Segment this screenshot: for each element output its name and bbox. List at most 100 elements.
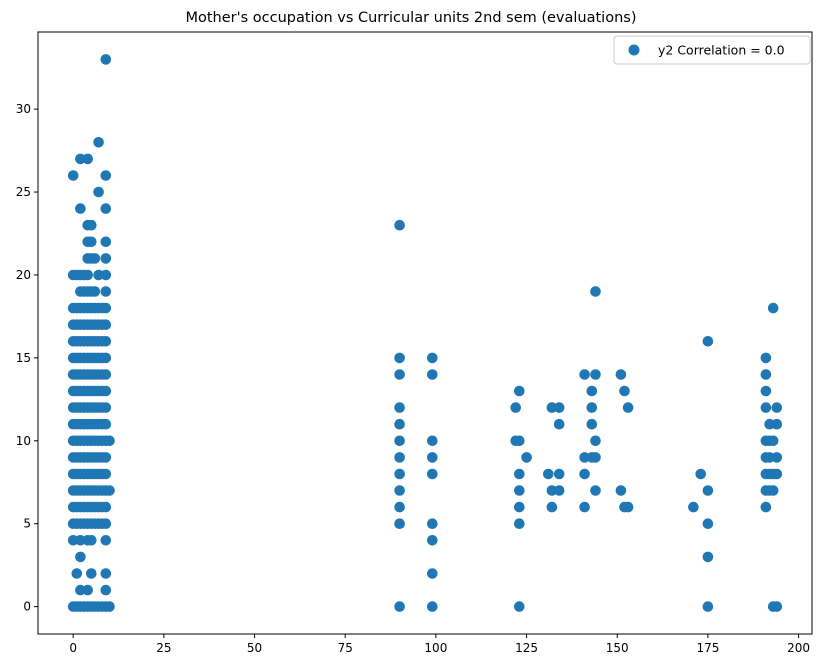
data-point <box>590 286 601 297</box>
data-point <box>579 501 590 513</box>
data-point <box>767 485 779 496</box>
scatter-points <box>67 54 783 612</box>
data-point <box>82 269 93 281</box>
data-point <box>695 468 706 480</box>
data-point <box>622 501 634 513</box>
data-point <box>771 452 783 463</box>
data-point <box>514 385 525 397</box>
y-tick-label: 10 <box>16 434 31 448</box>
data-point <box>394 402 405 413</box>
data-point <box>100 236 112 248</box>
data-point <box>553 402 565 413</box>
data-point <box>394 601 405 612</box>
data-point <box>75 551 86 563</box>
data-point <box>760 369 772 380</box>
data-point <box>100 54 112 65</box>
data-point <box>100 418 112 430</box>
data-point <box>75 153 86 165</box>
legend-label: y2 Correlation = 0.0 <box>658 43 785 58</box>
data-point <box>75 584 86 596</box>
data-point <box>427 568 438 579</box>
data-point <box>427 452 438 463</box>
data-point <box>86 236 97 248</box>
axes: 0 25 50 75 100 125 150 175 200 0 5 10 15 20 25 30 <box>16 31 813 655</box>
data-point <box>427 518 438 529</box>
data-point <box>394 485 405 496</box>
data-point <box>586 385 598 397</box>
data-point <box>100 336 112 347</box>
x-tick-label: 150 <box>606 641 629 655</box>
data-point <box>510 402 521 413</box>
data-point <box>104 435 115 447</box>
data-point <box>771 601 783 612</box>
y-tick-label: 30 <box>16 102 31 116</box>
data-point <box>514 468 525 480</box>
data-point <box>590 369 601 380</box>
data-point <box>75 535 86 546</box>
data-point <box>100 269 112 281</box>
data-point <box>427 352 438 364</box>
data-point <box>89 253 101 264</box>
data-point <box>514 601 525 612</box>
x-tick-label: 25 <box>156 641 171 655</box>
data-point <box>100 385 112 397</box>
data-point <box>394 219 405 231</box>
data-point <box>546 501 558 513</box>
data-point <box>771 402 783 413</box>
data-point <box>75 203 86 214</box>
data-point <box>615 485 627 496</box>
data-point <box>579 369 590 380</box>
data-point <box>100 468 112 480</box>
data-point <box>71 568 83 579</box>
x-tick-label: 0 <box>69 641 77 655</box>
data-point <box>100 402 112 413</box>
data-point <box>394 418 405 430</box>
data-point <box>615 369 627 380</box>
data-point <box>427 535 438 546</box>
x-tick-label: 75 <box>338 641 353 655</box>
data-point <box>771 418 783 430</box>
data-point <box>86 535 97 546</box>
data-point <box>89 286 101 297</box>
data-point <box>514 518 525 529</box>
data-point <box>546 402 558 413</box>
data-point <box>553 468 565 480</box>
data-point <box>100 452 112 463</box>
data-point <box>760 501 772 513</box>
data-point <box>521 452 532 463</box>
data-point <box>427 369 438 380</box>
data-point <box>100 584 112 596</box>
data-point <box>100 518 112 529</box>
data-point <box>100 369 112 380</box>
data-point <box>767 435 779 447</box>
data-point <box>586 418 598 430</box>
data-point <box>514 501 525 513</box>
data-point <box>100 501 112 513</box>
data-point <box>427 468 438 480</box>
data-point <box>702 601 714 612</box>
data-point <box>590 485 601 496</box>
data-point <box>100 568 112 579</box>
data-point <box>93 137 104 148</box>
data-point <box>104 601 115 612</box>
data-point <box>702 485 714 496</box>
data-point <box>394 369 405 380</box>
data-point <box>394 352 405 364</box>
x-tick-label: 200 <box>787 641 810 655</box>
data-point <box>100 302 112 314</box>
y-tick-label: 0 <box>23 600 31 614</box>
data-point <box>93 186 104 198</box>
data-point <box>543 468 554 480</box>
data-point <box>553 418 565 430</box>
y-tick-label: 5 <box>23 517 31 531</box>
data-point <box>619 385 630 397</box>
data-point <box>100 286 112 297</box>
data-point <box>82 153 93 165</box>
data-point <box>590 435 601 447</box>
x-tick-label: 100 <box>424 641 447 655</box>
data-point <box>586 402 598 413</box>
x-tick-label: 175 <box>696 641 719 655</box>
chart-title: Mother's occupation vs Curricular units … <box>185 10 636 26</box>
data-point <box>760 402 772 413</box>
